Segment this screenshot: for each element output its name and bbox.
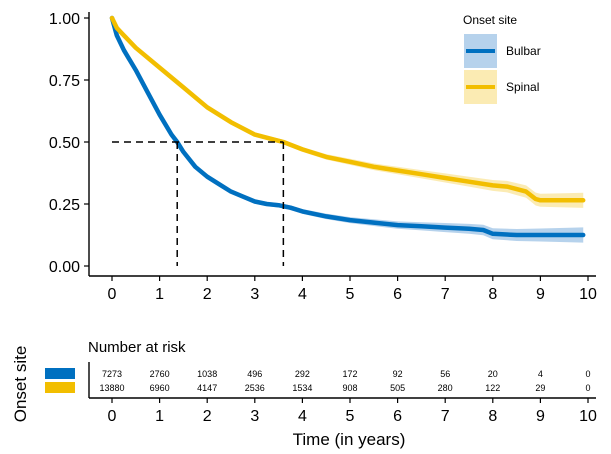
x-axis-title: Time (in years) (293, 430, 406, 449)
y-tick-label: 0.50 (49, 135, 80, 152)
legend: Onset site Bulbar Spinal (463, 13, 541, 104)
risk-x-tick-label: 7 (441, 408, 450, 425)
median-survival-lines (112, 141, 285, 266)
risk-count-bulbar: 1038 (197, 369, 217, 379)
risk-count-spinal: 122 (485, 383, 500, 393)
survival-curve-spinal (109, 15, 586, 203)
y-tick-label: 0.75 (49, 73, 80, 90)
x-tick-label: 10 (579, 286, 597, 303)
risk-x-tick-label: 2 (203, 408, 212, 425)
risk-count-bulbar: 20 (488, 369, 498, 379)
risk-table-ylabel: Onset site (11, 346, 30, 423)
risk-row-swatch-bulbar (45, 368, 75, 379)
risk-x-tick-label: 0 (108, 408, 117, 425)
risk-x-tick-label: 1 (155, 408, 164, 425)
risk-x-tick-label: 9 (536, 408, 545, 425)
risk-count-bulbar: 92 (393, 369, 403, 379)
risk-count-spinal: 908 (342, 383, 357, 393)
risk-x-tick-label: 6 (393, 408, 402, 425)
risk-x-tick-label: 3 (250, 408, 259, 425)
risk-table-title: Number at risk (88, 339, 186, 356)
legend-title: Onset site (463, 13, 517, 27)
risk-count-bulbar: 172 (342, 369, 357, 379)
risk-row-swatch-spinal (45, 382, 75, 393)
risk-count-spinal: 4147 (197, 383, 217, 393)
risk-x-tick-label: 10 (579, 408, 597, 425)
risk-count-spinal: 280 (438, 383, 453, 393)
axes: 0.00 0.25 0.50 0.75 1.00 0 1 2 3 4 5 6 7 8 9 10 (49, 11, 597, 303)
risk-x-tick-label: 5 (346, 408, 355, 425)
x-tick-label: 2 (203, 286, 212, 303)
y-tick-label: 1.00 (49, 11, 80, 28)
x-tick-label: 4 (298, 286, 307, 303)
x-tick-label: 6 (393, 286, 402, 303)
x-tick-label: 9 (536, 286, 545, 303)
risk-count-bulbar: 0 (585, 369, 590, 379)
risk-x-tick-label: 8 (488, 408, 497, 425)
survival-curve-bulbar (109, 15, 586, 238)
x-tick-label: 3 (250, 286, 259, 303)
y-tick-label: 0.00 (49, 259, 80, 276)
risk-count-spinal: 1534 (292, 383, 312, 393)
risk-count-spinal: 2536 (245, 383, 265, 393)
risk-count-bulbar: 56 (440, 369, 450, 379)
x-tick-label: 0 (108, 286, 117, 303)
risk-count-spinal: 0 (585, 383, 590, 393)
risk-table: Number at risk 7273 2760 1038 496 292 172 92 56… (11, 339, 597, 449)
risk-count-bulbar: 292 (295, 369, 310, 379)
legend-label-spinal: Spinal (506, 80, 539, 94)
risk-count-bulbar: 4 (538, 369, 543, 379)
risk-count-spinal: 505 (390, 383, 405, 393)
y-tick-label: 0.25 (49, 197, 80, 214)
x-tick-label: 8 (488, 286, 497, 303)
risk-count-spinal: 29 (535, 383, 545, 393)
risk-count-spinal: 13880 (99, 383, 124, 393)
risk-count-bulbar: 7273 (102, 369, 122, 379)
x-tick-label: 1 (155, 286, 164, 303)
risk-count-spinal: 6960 (150, 383, 170, 393)
risk-x-tick-label: 4 (298, 408, 307, 425)
legend-label-bulbar: Bulbar (506, 44, 541, 58)
risk-count-bulbar: 2760 (150, 369, 170, 379)
x-tick-label: 5 (346, 286, 355, 303)
x-tick-label: 7 (441, 286, 450, 303)
survival-curves (109, 15, 586, 238)
risk-count-bulbar: 496 (247, 369, 262, 379)
